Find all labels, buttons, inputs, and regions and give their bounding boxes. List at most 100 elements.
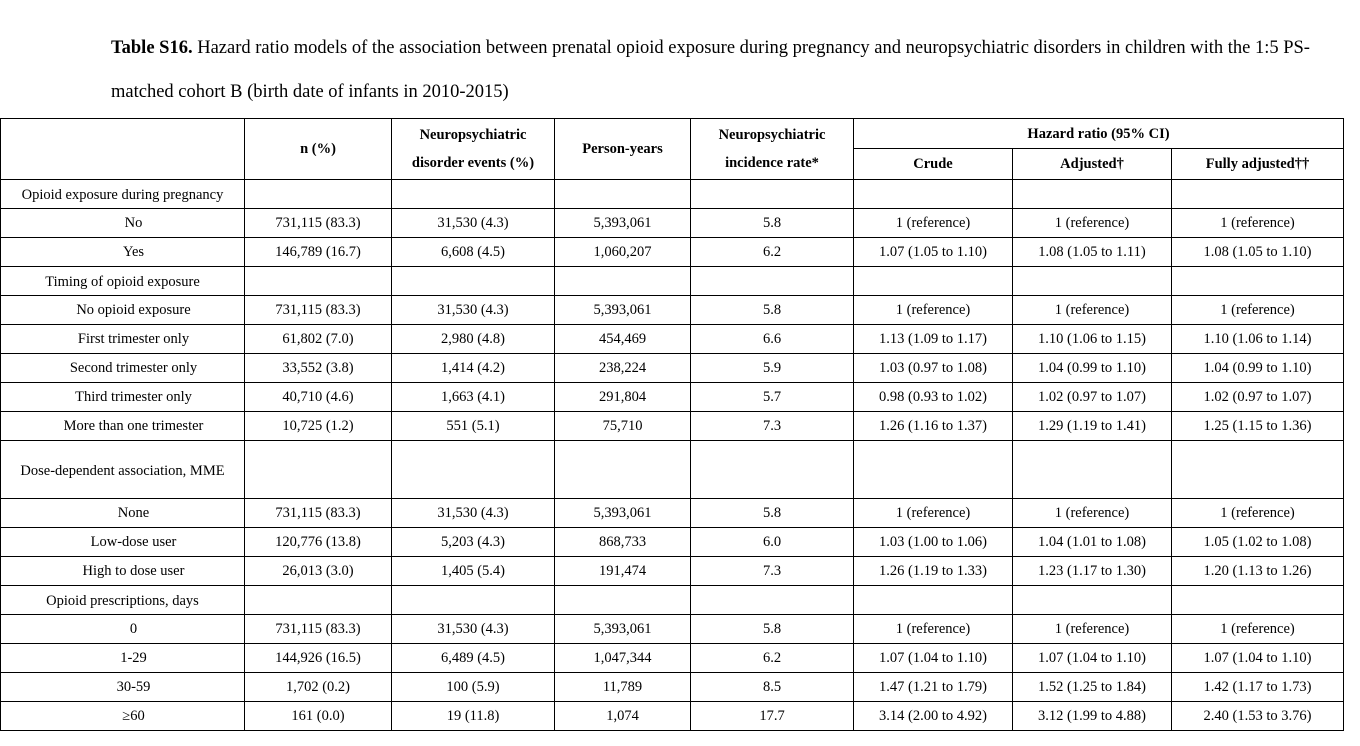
adjusted-hr-cell: 1.02 (0.97 to 1.07) <box>1012 382 1172 412</box>
table-row: 1-29 144,926 (16.5) 6,489 (4.5) 1,047,344 6.… <box>0 643 1344 673</box>
row-label: 0 <box>0 614 245 644</box>
events-cell: 100 (5.9) <box>391 672 555 702</box>
table-header: n (%) Neuropsychiatric disorder events (%… <box>0 118 1344 180</box>
table-row: First trimester only 61,802 (7.0) 2,980 (4… <box>0 324 1344 354</box>
empty-cell <box>853 266 1013 296</box>
caption-label: Table S16. <box>111 38 193 58</box>
adjusted-hr-cell: 1.04 (0.99 to 1.10) <box>1012 353 1172 383</box>
rate-cell: 7.3 <box>690 411 854 441</box>
crude-hr-cell: 1.47 (1.21 to 1.79) <box>853 672 1013 702</box>
n-cell: 161 (0.0) <box>244 701 392 731</box>
n-cell: 26,013 (3.0) <box>244 556 392 586</box>
row-label: Third trimester only <box>0 382 245 412</box>
events-cell: 31,530 (4.3) <box>391 295 555 325</box>
empty-cell <box>1171 440 1344 499</box>
crude-hr-cell: 1 (reference) <box>853 208 1013 238</box>
table-row: High to dose user 26,013 (3.0) 1,405 (5.4)… <box>0 556 1344 586</box>
n-cell: 10,725 (1.2) <box>244 411 392 441</box>
n-cell: 731,115 (83.3) <box>244 208 392 238</box>
person-years-cell: 291,804 <box>554 382 691 412</box>
events-cell: 31,530 (4.3) <box>391 208 555 238</box>
rate-cell: 5.8 <box>690 498 854 528</box>
adjusted-hr-cell: 1.10 (1.06 to 1.15) <box>1012 324 1172 354</box>
table-row: 30-59 1,702 (0.2) 100 (5.9) 11,789 8.5 1.47 (… <box>0 672 1344 702</box>
empty-cell <box>1012 585 1172 615</box>
crude-hr-cell: 1.03 (0.97 to 1.08) <box>853 353 1013 383</box>
person-years-cell: 5,393,061 <box>554 295 691 325</box>
header-n: n (%) <box>244 118 392 180</box>
empty-cell <box>554 266 691 296</box>
empty-cell <box>1171 179 1344 209</box>
row-label: 30-59 <box>0 672 245 702</box>
row-label: Second trimester only <box>0 353 245 383</box>
crude-hr-cell: 1.03 (1.00 to 1.06) <box>853 527 1013 557</box>
table-row: Second trimester only 33,552 (3.8) 1,414 (… <box>0 353 1344 383</box>
events-cell: 31,530 (4.3) <box>391 614 555 644</box>
section-row: Timing of opioid exposure <box>0 266 1344 296</box>
person-years-cell: 191,474 <box>554 556 691 586</box>
crude-hr-cell: 0.98 (0.93 to 1.02) <box>853 382 1013 412</box>
adjusted-hr-cell: 1.23 (1.17 to 1.30) <box>1012 556 1172 586</box>
events-cell: 19 (11.8) <box>391 701 555 731</box>
crude-hr-cell: 1 (reference) <box>853 498 1013 528</box>
crude-hr-cell: 1.13 (1.09 to 1.17) <box>853 324 1013 354</box>
empty-cell <box>244 266 392 296</box>
n-cell: 146,789 (16.7) <box>244 237 392 267</box>
caption-text: Hazard ratio models of the association b… <box>111 38 1310 102</box>
events-cell: 1,405 (5.4) <box>391 556 555 586</box>
adjusted-hr-cell: 1 (reference) <box>1012 498 1172 528</box>
header-blank <box>0 118 245 180</box>
events-cell: 1,414 (4.2) <box>391 353 555 383</box>
crude-hr-cell: 1.26 (1.19 to 1.33) <box>853 556 1013 586</box>
n-cell: 120,776 (13.8) <box>244 527 392 557</box>
events-cell: 551 (5.1) <box>391 411 555 441</box>
section-row: Opioid exposure during pregnancy <box>0 179 1344 209</box>
events-cell: 31,530 (4.3) <box>391 498 555 528</box>
crude-hr-cell: 1 (reference) <box>853 295 1013 325</box>
rate-cell: 5.9 <box>690 353 854 383</box>
adjusted-hr-cell: 1.52 (1.25 to 1.84) <box>1012 672 1172 702</box>
header-events-line1: Neuropsychiatric <box>419 127 527 143</box>
empty-cell <box>690 266 854 296</box>
row-label: 1-29 <box>0 643 245 673</box>
fully-adjusted-hr-cell: 1.07 (1.04 to 1.10) <box>1171 643 1344 673</box>
adjusted-hr-cell: 1.29 (1.19 to 1.41) <box>1012 411 1172 441</box>
header-crude: Crude <box>853 148 1013 180</box>
section-title: Dose-dependent association, MME <box>0 440 245 499</box>
person-years-cell: 454,469 <box>554 324 691 354</box>
row-label: Yes <box>0 237 245 267</box>
row-label: None <box>0 498 245 528</box>
person-years-cell: 1,074 <box>554 701 691 731</box>
crude-hr-cell: 1.07 (1.04 to 1.10) <box>853 643 1013 673</box>
header-events: Neuropsychiatric disorder events (%) <box>391 118 555 180</box>
row-label: High to dose user <box>0 556 245 586</box>
fully-adjusted-hr-cell: 2.40 (1.53 to 3.76) <box>1171 701 1344 731</box>
row-label: ≥60 <box>0 701 245 731</box>
empty-cell <box>1171 266 1344 296</box>
n-cell: 144,926 (16.5) <box>244 643 392 673</box>
empty-cell <box>391 179 555 209</box>
header-fully-adjusted: Fully adjusted†† <box>1171 148 1344 180</box>
n-cell: 61,802 (7.0) <box>244 324 392 354</box>
crude-hr-cell: 1.07 (1.05 to 1.10) <box>853 237 1013 267</box>
rate-cell: 17.7 <box>690 701 854 731</box>
table-row: None 731,115 (83.3) 31,530 (4.3) 5,393,061 5… <box>0 498 1344 528</box>
empty-cell <box>554 585 691 615</box>
empty-cell <box>554 440 691 499</box>
header-person-years: Person-years <box>554 118 691 180</box>
empty-cell <box>554 179 691 209</box>
row-label: No opioid exposure <box>0 295 245 325</box>
header-rate-line1: Neuropsychiatric <box>718 127 826 143</box>
header-hr-group: Hazard ratio (95% CI) <box>853 118 1344 149</box>
fully-adjusted-hr-cell: 1.42 (1.17 to 1.73) <box>1171 672 1344 702</box>
section-title: Opioid prescriptions, days <box>0 585 245 615</box>
n-cell: 33,552 (3.8) <box>244 353 392 383</box>
empty-cell <box>244 179 392 209</box>
table-body: Opioid exposure during pregnancy No 731,11… <box>0 179 1344 731</box>
header-events-line2: disorder events (%) <box>411 155 535 171</box>
empty-cell <box>391 585 555 615</box>
fully-adjusted-hr-cell: 1 (reference) <box>1171 208 1344 238</box>
adjusted-hr-cell: 1.07 (1.04 to 1.10) <box>1012 643 1172 673</box>
fully-adjusted-hr-cell: 1.20 (1.13 to 1.26) <box>1171 556 1344 586</box>
empty-cell <box>244 585 392 615</box>
